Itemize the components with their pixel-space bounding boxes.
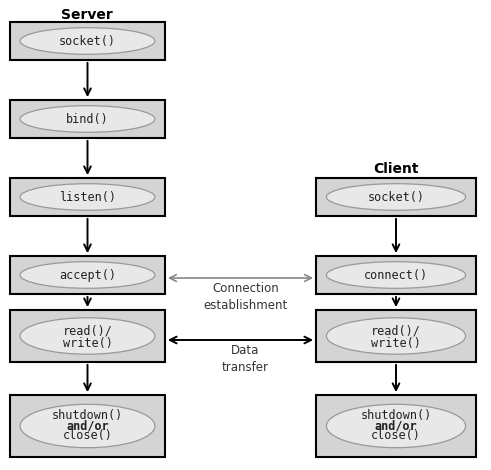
Bar <box>316 178 476 216</box>
Ellipse shape <box>327 318 465 354</box>
Bar <box>10 395 165 457</box>
Text: socket(): socket() <box>367 190 425 204</box>
Text: close(): close() <box>62 430 112 442</box>
Text: shutdown(): shutdown() <box>360 409 432 423</box>
Text: write(): write() <box>371 337 421 350</box>
Ellipse shape <box>20 404 155 448</box>
Bar <box>10 256 165 294</box>
Bar <box>316 310 476 362</box>
Bar <box>316 256 476 294</box>
Bar <box>10 310 165 362</box>
Text: shutdown(): shutdown() <box>52 409 123 423</box>
Text: connect(): connect() <box>364 268 428 282</box>
Bar <box>316 395 476 457</box>
Bar <box>10 100 165 138</box>
Text: Data
transfer: Data transfer <box>222 344 269 374</box>
Text: close(): close() <box>371 430 421 442</box>
Bar <box>10 22 165 60</box>
Text: accept(): accept() <box>59 268 116 282</box>
Text: Connection
establishment: Connection establishment <box>203 282 288 312</box>
Ellipse shape <box>327 404 465 448</box>
Bar <box>10 178 165 216</box>
Ellipse shape <box>20 262 155 288</box>
Ellipse shape <box>20 184 155 210</box>
Text: Client: Client <box>373 162 419 176</box>
Text: bind(): bind() <box>66 112 109 125</box>
Ellipse shape <box>20 28 155 55</box>
Ellipse shape <box>20 318 155 354</box>
Ellipse shape <box>327 262 465 288</box>
Text: read()/: read()/ <box>371 324 421 337</box>
Ellipse shape <box>20 106 155 132</box>
Text: and/or: and/or <box>66 420 109 432</box>
Text: read()/: read()/ <box>62 324 112 337</box>
Text: write(): write() <box>62 337 112 350</box>
Ellipse shape <box>327 184 465 210</box>
Text: Server: Server <box>61 8 113 22</box>
Text: listen(): listen() <box>59 190 116 204</box>
Text: socket(): socket() <box>59 34 116 47</box>
Text: and/or: and/or <box>375 420 417 432</box>
